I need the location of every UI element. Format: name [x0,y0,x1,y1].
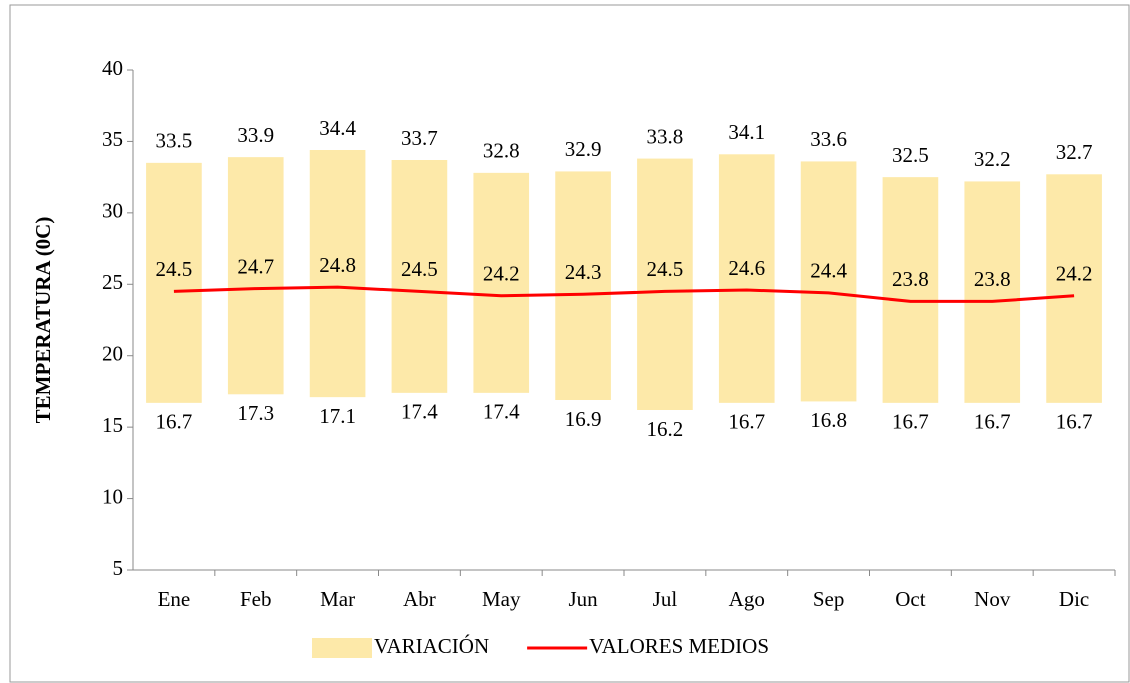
x-tick-label: Sep [813,587,845,611]
x-tick-label: Feb [240,587,272,611]
range-bar [964,181,1021,403]
x-tick-label: Jul [653,587,678,611]
low-label: 17.3 [237,401,274,425]
low-label: 16.2 [647,417,684,441]
low-label: 16.8 [810,408,847,432]
x-tick-label: Jun [568,587,598,611]
x-tick-label: Oct [895,587,925,611]
mean-label: 24.5 [647,257,684,281]
high-label: 34.1 [728,120,765,144]
low-label: 17.4 [401,400,438,424]
y-tick-label: 15 [102,413,123,437]
mean-label: 24.2 [483,262,520,286]
mean-line [173,285,1075,303]
high-label: 33.7 [401,126,438,150]
y-tick-label: 5 [113,556,124,580]
high-label: 32.9 [565,137,602,161]
x-tick-label: Ago [729,587,765,611]
range-bar [555,171,611,400]
y-tick-label: 25 [102,270,123,294]
y-axis-label: TEMPERATURA (0C) [31,217,55,424]
mean-label: 23.8 [974,267,1011,291]
range-bar [718,154,775,403]
range-bar [637,158,693,410]
x-tick-label: Ene [158,587,191,611]
x-tick-label: May [482,587,521,611]
range-bar [146,162,202,403]
range-bar [800,161,857,402]
mean-label: 24.4 [810,259,847,283]
low-label: 17.4 [483,400,520,424]
low-label: 16.9 [565,407,602,431]
mean-label: 24.3 [565,260,602,284]
high-label: 34.4 [319,116,356,140]
y-tick-label: 35 [102,127,123,151]
y-tick-label: 40 [102,56,123,80]
high-label: 33.6 [810,127,847,151]
y-tick-label: 30 [102,199,123,223]
mean-label: 23.8 [892,267,929,291]
low-label: 16.7 [1056,410,1093,434]
range-bar [391,160,448,393]
range-bar [473,172,530,393]
range-bar [227,157,284,395]
mean-label: 24.7 [237,254,274,278]
high-label: 33.8 [647,124,684,148]
mean-label: 24.8 [319,253,356,277]
low-label: 16.7 [728,410,765,434]
mean-label: 24.6 [728,256,765,280]
mean-label: 24.2 [1056,262,1093,286]
legend-label: VALORES MEDIOS [589,634,769,658]
high-label: 33.5 [156,129,193,153]
high-label: 32.7 [1056,140,1093,164]
y-tick-label: 20 [102,342,123,366]
x-tick-label: Abr [403,587,436,611]
mean-label: 24.5 [401,257,438,281]
high-label: 32.2 [974,147,1011,171]
low-label: 16.7 [156,410,193,434]
mean-label: 24.5 [156,257,193,281]
range-bar [309,150,366,398]
high-label: 32.5 [892,143,929,167]
x-tick-label: Mar [320,587,355,611]
y-tick-label: 10 [102,484,123,508]
range-bar [882,177,939,403]
low-label: 17.1 [319,404,356,428]
legend-swatch [312,638,372,658]
high-label: 32.8 [483,139,520,163]
x-tick-label: Dic [1059,587,1089,611]
x-tick-label: Nov [974,587,1011,611]
low-label: 16.7 [892,410,929,434]
range-bar [1046,174,1102,403]
legend-label: VARIACIÓN [374,634,489,658]
high-label: 33.9 [237,123,274,147]
low-label: 16.7 [974,410,1011,434]
